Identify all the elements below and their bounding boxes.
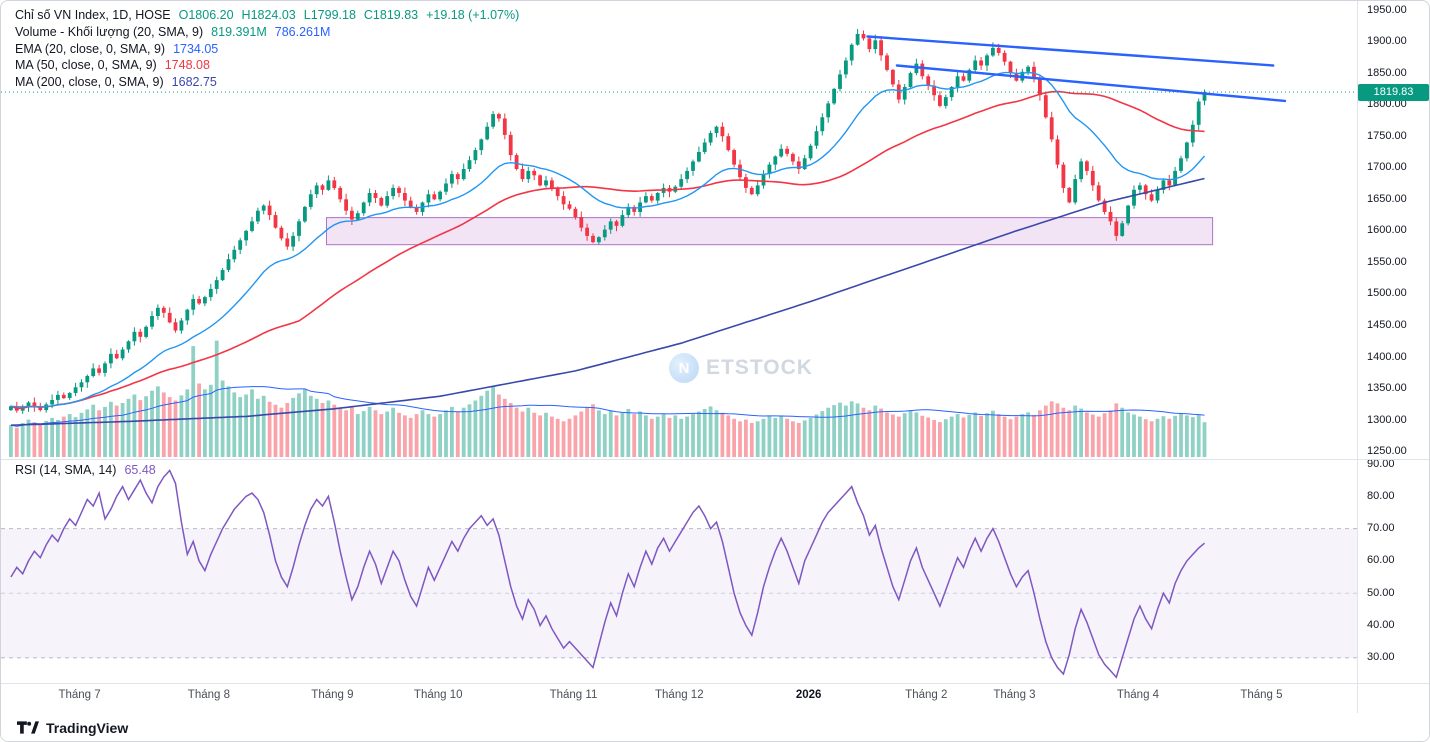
ema-legend-row[interactable]: EMA (20, close, 0, SMA, 9) 1734.05 [15,42,519,59]
price-axis-label: 1700.00 [1367,161,1407,174]
rsi-legend-row[interactable]: RSI (14, SMA, 14) 65.48 [15,463,156,480]
price-axis-label: 1400.00 [1367,350,1407,363]
chart-canvas[interactable] [1,1,1357,713]
volume-legend-row[interactable]: Volume - Khối lượng (20, SMA, 9) 819.391… [15,25,519,42]
time-axis-label: Tháng 10 [413,689,463,701]
watermark: N ETSTOCK [669,353,813,383]
volume-label: Volume - Khối lượng (20, SMA, 9) [15,24,204,39]
watermark-text: ETSTOCK [706,356,813,379]
footer-bar: TradingView [1,713,1429,741]
time-axis-label: Tháng 11 [549,689,598,701]
price-axis[interactable]: 1950.00 1900.00 1850.00 1800.00 1750.00 1700.… [1358,1,1429,713]
pane-separator[interactable] [1,459,1429,460]
tradingview-brand-text[interactable]: TradingView [46,719,129,736]
ma50-label: MA (50, close, 0, SMA, 9) [15,58,157,73]
rsi-axis-label: 90.00 [1367,457,1395,470]
price-axis-label: 1600.00 [1367,224,1407,237]
price-axis-label: 1550.00 [1367,255,1407,268]
symbol-title: Chỉ số VN Index, 1D, HOSE [15,8,171,22]
time-axis-label: Tháng 12 [655,689,704,701]
open-value: O1806.20 [178,8,234,22]
high-value: H1824.03 [241,8,296,22]
rsi-legend: RSI (14, SMA, 14) 65.48 [15,463,156,480]
tradingview-logo-icon[interactable] [17,720,39,735]
time-axis-label: Tháng 3 [993,689,1036,701]
price-axis-label: 1950.00 [1367,3,1407,16]
price-axis-label: 1250.00 [1367,445,1407,458]
price-axis-label: 1450.00 [1367,319,1407,331]
low-value: L1799.18 [303,8,356,22]
ema-value: 1734.05 [173,41,219,56]
price-axis-label: 1500.00 [1367,287,1407,300]
rsi-axis-label: 60.00 [1367,554,1395,567]
close-value: C1819.83 [363,8,419,22]
rsi-value: 65.48 [124,463,156,477]
price-axis-label: 1750.00 [1367,129,1407,142]
time-axis-label: Tháng 2 [905,689,948,701]
time-axis[interactable]: Tháng 7 Tháng 8 Tháng 9 Tháng 10 Tháng 11 Thá… [1,683,1357,713]
main-legend: Chỉ số VN Index, 1D, HOSE O1806.20 H1824… [15,8,519,92]
time-axis-label: Tháng 5 [1240,689,1283,701]
rsi-axis-label: 70.00 [1367,522,1395,535]
time-axis-label: Tháng 7 [58,689,101,701]
ema-label: EMA (20, close, 0, SMA, 9) [15,41,166,56]
time-axis-label: Tháng 8 [187,689,231,701]
ma200-label: MA (200, close, 0, SMA, 9) [15,75,164,90]
rsi-axis-label: 50.00 [1367,586,1395,599]
volume-ma-value: 786.261M [274,24,331,39]
ma200-value: 1682.75 [171,75,217,90]
axis-separator [1357,1,1358,713]
ma200-legend-row[interactable]: MA (200, close, 0, SMA, 9) 1682.75 [15,75,519,92]
rsi-axis-label: 80.00 [1367,489,1395,502]
rsi-axis-label: 30.00 [1367,651,1395,664]
time-axis-label: Tháng 4 [1116,689,1160,701]
time-axis-label: 2026 [795,689,822,701]
current-price-label: 1819.83 [1358,83,1429,101]
price-axis-label: 1350.00 [1367,382,1407,395]
price-axis-label: 1800.00 [1367,98,1407,111]
ma50-value: 1748.08 [164,58,210,73]
rsi-label: RSI (14, SMA, 14) [15,463,117,477]
ma50-legend-row[interactable]: MA (50, close, 0, SMA, 9) 1748.08 [15,58,519,75]
price-axis-label: 1650.00 [1367,192,1407,205]
price-axis-label: 1900.00 [1367,35,1407,48]
price-axis-label: 1850.00 [1367,66,1407,79]
symbol-legend-row[interactable]: Chỉ số VN Index, 1D, HOSE O1806.20 H1824… [15,8,519,25]
time-axis-separator [1,683,1429,684]
time-axis-label: Tháng 9 [311,689,354,701]
change-value: +19.18 (+1.07%) [426,8,520,22]
price-axis-label: 1300.00 [1367,413,1407,426]
volume-value: 819.391M [211,24,267,39]
rsi-axis-label: 40.00 [1367,619,1395,631]
netstock-logo-icon: N [669,353,699,383]
